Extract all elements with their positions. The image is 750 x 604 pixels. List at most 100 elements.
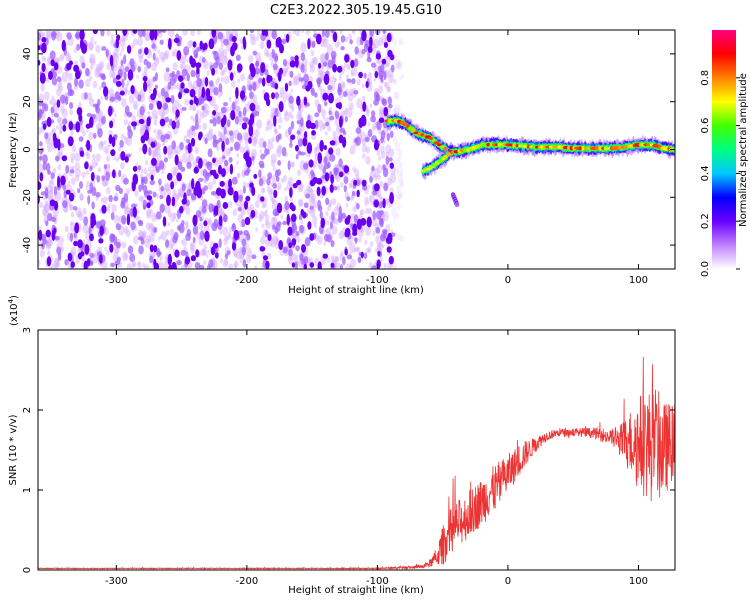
spectrogram-noise-core [295, 57, 299, 68]
spectrogram-noise-blob [74, 32, 80, 39]
spectrogram-noise-speck [117, 146, 122, 152]
spectrogram-noise-speck [399, 234, 404, 242]
spectrogram-noise-core [231, 36, 237, 43]
spectrogram-noise-blob [371, 165, 375, 172]
spectrogram-noise-core [203, 220, 208, 227]
spectrogram-noise-core [328, 147, 334, 155]
spectrogram-noise-speck [388, 148, 395, 158]
spectrogram-noise-blob [74, 77, 78, 87]
spectrogram-noise-core [53, 227, 57, 234]
spectrogram-noise-speck [185, 222, 189, 228]
spectrogram-noise-core [387, 232, 393, 245]
spectrogram-noise-core [241, 122, 248, 130]
spectrogram-noise-speck [332, 130, 337, 138]
spectrogram-noise-core [261, 77, 266, 87]
spectrogram-noise-core [163, 145, 168, 155]
spectrogram-noise-speck [104, 246, 107, 251]
spectrogram-noise-speck [267, 252, 272, 260]
spectrogram-noise-core [138, 118, 145, 124]
spectrogram-noise-speck [323, 37, 327, 43]
spectrogram-noise-speck [43, 91, 50, 101]
spectrogram-noise-core [228, 178, 232, 189]
spectrogram-noise-core [46, 256, 52, 267]
spectrogram-noise-core [227, 186, 234, 196]
spectrogram-noise-core [86, 258, 91, 267]
spectrogram-noise-speck [100, 96, 104, 100]
spectrogram-noise-core [239, 90, 246, 100]
snr-x-tick-label: -200 [236, 576, 259, 587]
spectrogram-noise-core [218, 215, 223, 227]
spectrogram-noise-blob [199, 216, 203, 222]
spectrogram-noise-core [171, 262, 177, 269]
spectrogram-noise-blob [264, 229, 269, 238]
spectrogram-noise-blob [50, 30, 57, 38]
spectrogram-noise-core [382, 198, 386, 209]
spectrogram-noise-blob [276, 221, 282, 227]
spectrogram-noise-blob [167, 81, 172, 90]
spectrogram-noise-core [230, 110, 236, 121]
spectrogram-noise-speck [49, 99, 52, 105]
spectrogram-noise-speck [95, 161, 99, 167]
spectrogram-noise-blob [95, 191, 101, 198]
spectrogram-noise-blob [56, 246, 62, 255]
spectrogram-noise-speck [320, 53, 326, 61]
spectrogram-noise-speck [236, 153, 240, 158]
spectrogram-noise-blob [305, 193, 311, 199]
spectrogram-noise-blob [323, 156, 328, 165]
spectrogram-noise-speck [200, 249, 205, 256]
spectrogram-noise-speck [352, 205, 357, 213]
spectrogram-noise-speck [246, 247, 253, 258]
spectrogram-noise-speck [237, 172, 241, 178]
spectrogram-noise-speck [106, 250, 110, 256]
spectrogram-noise-blob [274, 92, 280, 99]
spectrogram-noise-speck [347, 66, 351, 71]
spectrogram-noise-blob [234, 115, 239, 125]
spectrogram-noise-blob [295, 230, 300, 237]
spectrogram-noise-speck [106, 187, 111, 194]
snr-scale-exponent: 4 [7, 298, 15, 303]
spectrogram-noise-core [303, 96, 308, 106]
spectrogram-noise-blob [201, 187, 205, 195]
spectrogram-noise-blob [218, 83, 223, 93]
snr-x-tick-label: -100 [366, 576, 389, 587]
spectrogram-noise-speck [394, 104, 401, 115]
spectrogram-noise-speck [326, 227, 332, 235]
spectrogram-noise-speck [395, 191, 402, 202]
spectrogram-noise-blob [123, 71, 127, 81]
spectrogram-noise-blob [143, 58, 148, 66]
spectrogram-noise-blob [354, 138, 359, 144]
spectrogram-noise-blob [152, 191, 157, 198]
spectrogram-noise-core [262, 255, 269, 261]
spectrogram-noise-blob [56, 76, 62, 83]
spectrogram-noise-speck [157, 261, 164, 269]
spectrogram-noise-blob [123, 177, 129, 185]
spectrogram-noise-speck [183, 135, 188, 142]
spectrogram-noise-blob [160, 134, 166, 143]
spectrogram-noise-core [319, 139, 325, 152]
spectrogram-noise-core [285, 33, 290, 43]
spectrogram-noise-core [42, 123, 47, 130]
spectrogram-ridge-core [512, 143, 517, 148]
spectrogram-noise-speck [194, 146, 199, 155]
spectrogram-noise-speck [134, 190, 139, 197]
spectrogram-noise-core [189, 99, 194, 106]
spectrogram-noise-core [68, 192, 75, 202]
spectrogram-noise-blob [95, 105, 101, 114]
spectrogram-noise-speck [202, 122, 208, 131]
spectrogram-x-ticks: -300 -200 -100 0 100 [105, 30, 648, 286]
spectrogram-noise-blob [365, 136, 370, 143]
spectrogram-noise-speck [147, 78, 154, 88]
spectrogram-noise-blob [120, 59, 124, 66]
spectrogram-noise-blob [97, 98, 101, 107]
spectrogram-noise-blob [282, 59, 288, 67]
spectrogram-noise-blob [181, 68, 188, 76]
spectrogram-noise-blob [324, 30, 330, 39]
spectrogram-noise-speck [73, 47, 78, 54]
spectrogram-noise-core [131, 181, 136, 192]
svg-text:(x104): (x104) [7, 295, 20, 326]
spectrogram-noise-speck [215, 69, 219, 75]
spectrogram-noise-core [101, 204, 107, 214]
spectrogram-noise-blob [266, 148, 270, 155]
spectrogram-noise-blob [113, 196, 119, 202]
spectrogram-noise-core [195, 62, 202, 69]
